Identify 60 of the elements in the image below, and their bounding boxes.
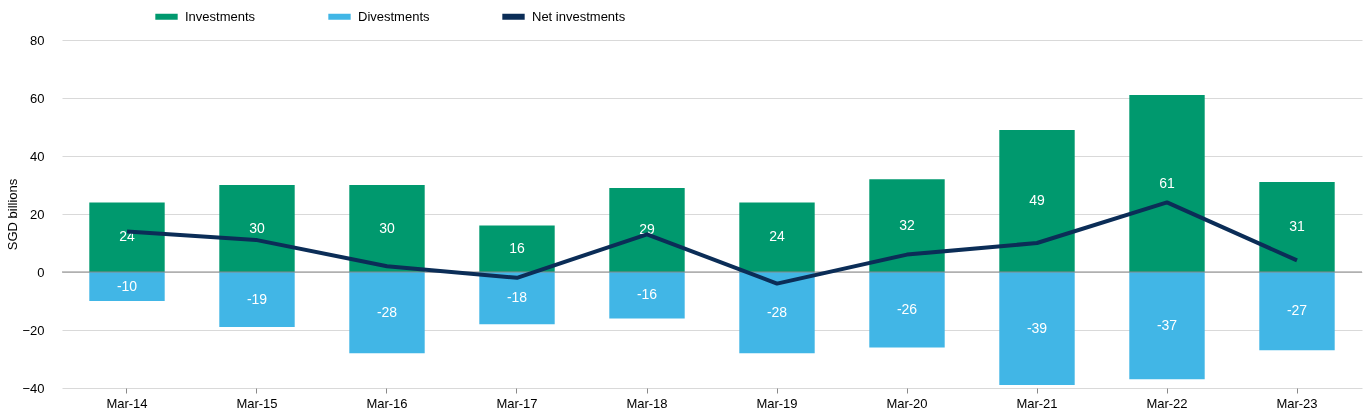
bar: [869, 272, 945, 348]
bar: [89, 272, 165, 301]
bar: [349, 185, 425, 272]
y-tick-label: −20: [22, 322, 45, 338]
data-label: -37: [1156, 316, 1178, 333]
data-label: -27: [1286, 302, 1308, 319]
data-label: -19: [246, 290, 268, 307]
x-tick-label: Mar-21: [1016, 395, 1058, 411]
data-label: -39: [1026, 319, 1048, 336]
bar: [219, 272, 295, 328]
bar: [999, 129, 1075, 272]
x-tick-label: Mar-15: [236, 395, 278, 411]
data-label: -10: [116, 277, 138, 294]
x-tick-label: Mar-18: [626, 395, 668, 411]
y-tick-label: 80: [30, 32, 45, 48]
bar: [1259, 272, 1335, 351]
legend-label: Divestments: [358, 8, 431, 24]
y-tick-label: 20: [30, 206, 45, 222]
bar: [739, 272, 815, 354]
y-tick-label: 60: [30, 90, 45, 106]
x-tick-label: Mar-17: [496, 395, 538, 411]
x-tick-label: Mar-19: [756, 395, 798, 411]
bar: [999, 272, 1075, 386]
bar: [739, 202, 815, 272]
data-label: -28: [766, 303, 788, 320]
legend-label: Net investments: [532, 8, 626, 24]
x-tick-label: Mar-23: [1276, 395, 1318, 411]
data-label: 24: [769, 228, 785, 245]
bar: [1129, 95, 1205, 272]
data-label: -26: [896, 300, 918, 317]
x-tick-label: Mar-16: [366, 395, 408, 411]
data-label: 30: [249, 219, 265, 236]
y-axis-title: SGD billions: [5, 178, 21, 251]
data-label: -28: [376, 303, 398, 320]
data-label: 32: [899, 216, 915, 233]
y-tick-label: 40: [30, 148, 45, 164]
bar: [479, 225, 555, 272]
bar: [219, 185, 295, 272]
data-label: -16: [636, 286, 658, 303]
data-label: 29: [639, 220, 655, 237]
data-label: 61: [1159, 174, 1175, 191]
legend-label: Investments: [185, 8, 256, 24]
data-label: 49: [1029, 191, 1045, 208]
bar: [869, 179, 945, 272]
data-label: -18: [506, 289, 528, 306]
bar: [1129, 272, 1205, 380]
bar: [1259, 182, 1335, 272]
bar: [479, 272, 555, 325]
data-label: 31: [1289, 218, 1305, 235]
data-label: 30: [379, 219, 395, 236]
x-tick-label: Mar-22: [1146, 395, 1188, 411]
x-tick-label: Mar-14: [106, 395, 148, 411]
bar: [609, 272, 685, 319]
y-tick-label: −40: [22, 380, 45, 396]
data-label: 16: [509, 239, 525, 256]
bar: [349, 272, 425, 354]
bar: [609, 187, 685, 272]
bar: [89, 202, 165, 272]
x-tick-label: Mar-20: [886, 395, 928, 411]
y-tick-label: 0: [37, 264, 45, 280]
